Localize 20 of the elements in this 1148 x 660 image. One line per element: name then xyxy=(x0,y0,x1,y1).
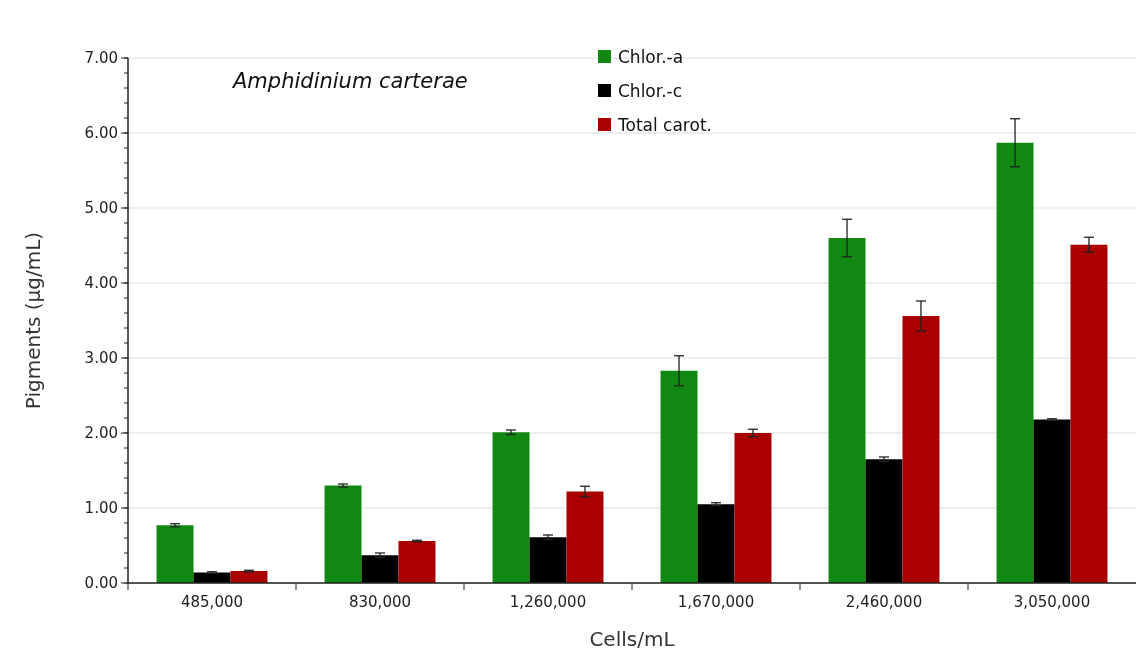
legend-label: Chlor.-a xyxy=(618,46,684,67)
y-tick-label: 7.00 xyxy=(84,49,118,68)
y-tick-label: 2.00 xyxy=(84,424,118,443)
x-tick-label: 1,670,000 xyxy=(677,593,755,611)
y-tick-label: 6.00 xyxy=(84,124,118,143)
legend-label: Total carot. xyxy=(617,114,712,135)
x-tick-label: 485,000 xyxy=(180,593,244,611)
x-tick-label: 830,000 xyxy=(348,593,412,611)
x-axis-title: Cells/mL xyxy=(589,627,676,651)
y-tick-label: 3.00 xyxy=(84,349,118,368)
annotation: Amphidinium carterae xyxy=(231,69,468,93)
legend-label: Chlor.-c xyxy=(618,80,683,101)
x-tick-label: 1,260,000 xyxy=(509,593,587,611)
y-tick-label: 5.00 xyxy=(84,199,118,218)
y-tick-label: 0.00 xyxy=(84,574,118,593)
x-tick-label: 3,050,000 xyxy=(1013,593,1091,611)
y-tick-label: 4.00 xyxy=(84,274,118,293)
x-tick-label: 2,460,000 xyxy=(845,593,923,611)
y-axis-title: Pigments (µg/mL) xyxy=(21,231,45,410)
y-tick-label: 1.00 xyxy=(84,499,118,518)
